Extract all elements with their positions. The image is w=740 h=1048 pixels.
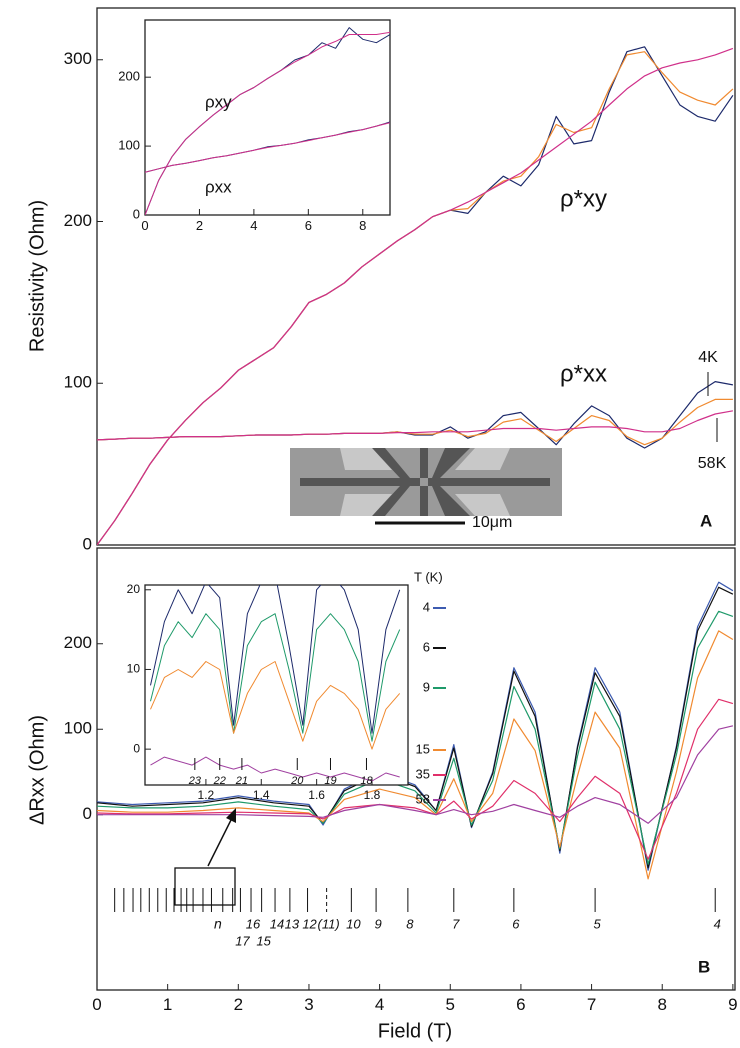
data-line: [145, 122, 390, 173]
y-tick-label: 200: [64, 211, 92, 230]
x-tick-label: 1.4: [253, 788, 270, 802]
arrow: [207, 817, 233, 867]
legend-label: 15: [416, 741, 430, 756]
y-tick-label: 0: [83, 804, 92, 823]
data-line: [150, 585, 401, 734]
level-label: 20: [290, 775, 304, 787]
legend-title: T (K): [414, 569, 443, 584]
level-label: 4: [714, 916, 721, 931]
y-tick-label: 0: [133, 206, 140, 221]
data-line: [150, 756, 400, 782]
level-label: 14: [270, 916, 284, 931]
data-line: [97, 698, 734, 860]
legend-label: 4: [423, 599, 430, 614]
data-line: [97, 47, 734, 545]
annotation: ρxy: [205, 92, 232, 111]
annotation: n: [214, 916, 222, 932]
data-line: [97, 725, 734, 824]
legend-label: 6: [423, 639, 430, 654]
x-tick-label: 3: [304, 995, 313, 1014]
y-tick-label: 20: [127, 582, 141, 596]
level-label: 7: [452, 916, 460, 931]
data-line: [150, 613, 401, 742]
y-tick-label: 100: [118, 138, 140, 153]
x-tick-label: 4: [375, 995, 384, 1014]
x-tick-label: 1.6: [308, 788, 325, 802]
y-tick-label: 10: [127, 662, 141, 676]
level-label: 5: [593, 916, 601, 931]
y-axis-label: ΔRxx (Ohm): [26, 715, 48, 825]
x-tick-label: 0: [92, 995, 101, 1014]
level-label: 18: [360, 775, 373, 787]
x-tick-label: 6: [516, 995, 525, 1014]
x-tick-label: 2: [234, 995, 243, 1014]
x-tick-label: 1.8: [364, 788, 381, 802]
data-line: [150, 661, 401, 750]
y-tick-label: 100: [64, 719, 92, 738]
level-label: 12: [302, 916, 317, 931]
y-tick-label: 100: [64, 373, 92, 392]
annotation: ρ*xx: [560, 360, 607, 387]
series-label: 58K: [698, 455, 727, 472]
micrograph-pads: [340, 448, 510, 516]
y-tick-label: 300: [64, 49, 92, 68]
level-label: 13: [285, 916, 300, 931]
x-tick-label: 5: [446, 995, 455, 1014]
data-line: [97, 630, 734, 880]
annotation: B: [698, 957, 710, 976]
y-tick-label: 0: [83, 534, 92, 553]
level-label: 10: [346, 916, 361, 931]
x-tick-label: 1.2: [198, 788, 215, 802]
level-label: 21: [235, 775, 248, 787]
y-tick-label: 0: [133, 741, 140, 755]
data-line: [97, 410, 734, 441]
level-label: 23: [188, 775, 202, 787]
x-tick-label: 2: [196, 218, 203, 233]
level-label: 22: [213, 775, 226, 787]
y-tick-label: 200: [118, 69, 140, 84]
legend-label: 35: [416, 766, 430, 781]
legend-label: 9: [423, 679, 430, 694]
plot-frame: [144, 19, 391, 216]
level-label: 15: [256, 933, 271, 948]
arrow-head: [226, 808, 236, 823]
annotation: ρxx: [205, 177, 232, 196]
x-tick-label: 9: [728, 995, 737, 1014]
legend-label: 58: [416, 791, 430, 806]
level-label: 8: [406, 916, 414, 931]
x-tick-label: 0: [141, 218, 148, 233]
level-label: 9: [374, 916, 381, 931]
plot-frame: [144, 584, 409, 786]
y-tick-label: 200: [64, 633, 92, 652]
level-label: 19: [324, 775, 336, 787]
x-axis-label: Field (T): [378, 1020, 452, 1042]
data-line: [97, 610, 734, 865]
data-line: [145, 31, 390, 215]
y-axis-label: Resistivity (Ohm): [26, 200, 48, 352]
x-tick-label: 8: [359, 218, 366, 233]
annotation: A: [700, 511, 712, 530]
x-tick-label: 8: [657, 995, 666, 1014]
annotation: 10μm: [472, 514, 512, 531]
level-label: (11): [318, 916, 340, 931]
x-tick-label: 6: [305, 218, 312, 233]
x-tick-label: 4: [250, 218, 257, 233]
annotation: ρ*xy: [560, 185, 607, 212]
x-tick-label: 1: [163, 995, 172, 1014]
zoom-box: [174, 867, 236, 906]
micrograph-device: [300, 448, 550, 516]
level-label: 16: [246, 916, 261, 931]
x-tick-label: 7: [587, 995, 596, 1014]
series-label: 4K: [698, 349, 718, 366]
level-label: 17: [235, 933, 250, 948]
level-label: 6: [512, 916, 520, 931]
